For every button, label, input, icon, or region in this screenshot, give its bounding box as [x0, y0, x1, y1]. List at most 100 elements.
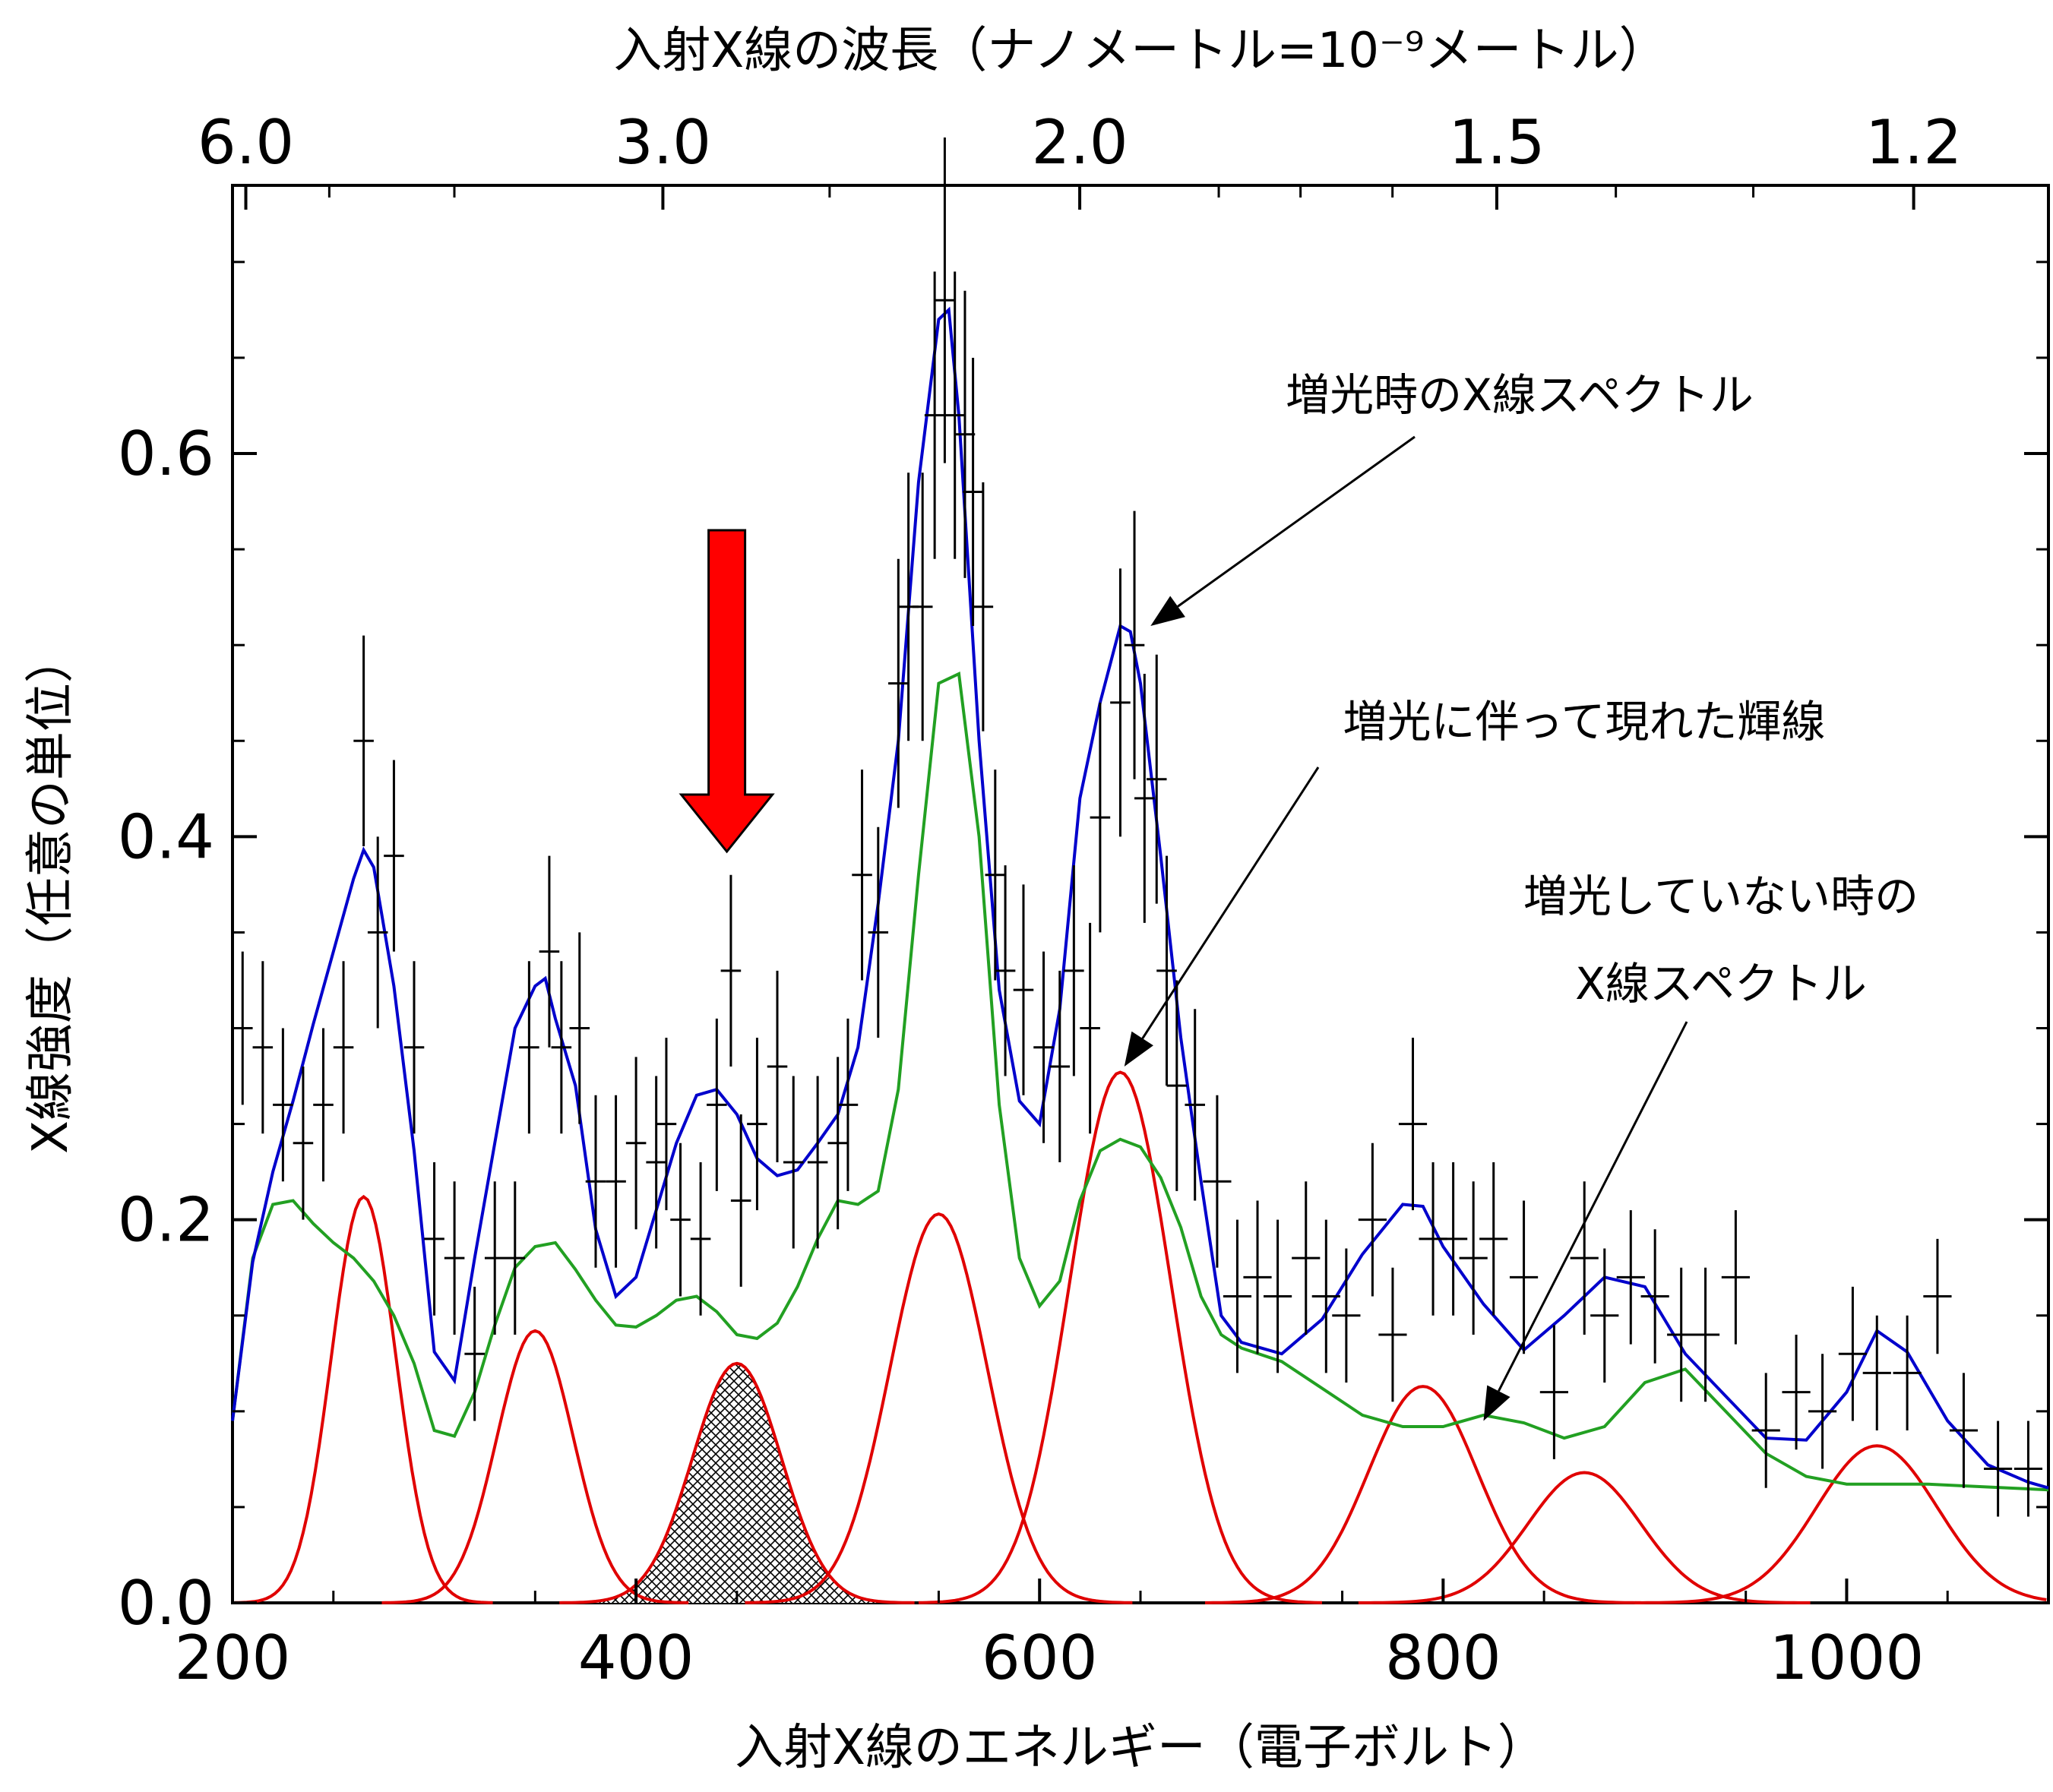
data-point	[670, 1143, 691, 1297]
data-point	[963, 357, 983, 626]
data-point	[1049, 970, 1071, 1163]
emission-line-7	[1634, 1444, 2047, 1604]
data-point	[1033, 951, 1054, 1143]
data-point	[1292, 1181, 1321, 1335]
data-point	[807, 1076, 828, 1249]
annotation-quiescent-spectrum-line2: X線スペクトル	[1575, 958, 1867, 1010]
data-point	[444, 1181, 465, 1335]
data-point	[1311, 1219, 1340, 1373]
data-point	[1949, 1373, 1979, 1488]
data-point	[1134, 674, 1155, 923]
data-point	[606, 1095, 626, 1268]
data-point	[1808, 1354, 1837, 1469]
data-point	[912, 472, 933, 741]
data-point	[1923, 1238, 1952, 1354]
annotation-leader-line	[1141, 766, 1320, 1039]
annotation-leader-line	[1498, 1021, 1688, 1392]
data-point	[1398, 1038, 1428, 1211]
y-tick-label: 0.0	[118, 1568, 214, 1639]
data-point	[973, 482, 994, 732]
data-point	[827, 1057, 848, 1230]
data-point	[313, 1028, 334, 1182]
data-point	[1539, 1325, 1568, 1459]
x-tick-label: 1000	[1770, 1623, 1925, 1693]
data-point	[1156, 855, 1177, 1086]
annotation-arrowhead-icon	[1124, 1031, 1153, 1067]
data-point	[1893, 1315, 1922, 1431]
y-tick-label: 0.6	[118, 419, 214, 489]
data-point	[353, 635, 374, 846]
data-point	[747, 1038, 767, 1211]
x-tick-label: 400	[578, 1623, 694, 1693]
data-point	[569, 932, 590, 1124]
data-point	[852, 770, 872, 981]
data-point	[1751, 1373, 1780, 1488]
data-point	[1439, 1162, 1468, 1316]
data-point	[924, 271, 945, 559]
data-point	[539, 855, 560, 1048]
data-point	[1640, 1229, 1669, 1364]
data-point	[505, 1181, 526, 1335]
data-point	[1838, 1286, 1867, 1421]
x-axis-title: 入射X線のエネルギー（電子ボルト）	[735, 1720, 1546, 1776]
data-point	[273, 1028, 293, 1182]
data-point	[1479, 1162, 1508, 1316]
top-tick-label: 1.2	[1865, 107, 1962, 178]
emission-line-3	[745, 1212, 1133, 1604]
series-line-flare	[231, 306, 2049, 1490]
data-point	[367, 836, 388, 1029]
y-axis-title: X線強度（任意の単位）	[23, 634, 79, 1154]
data-point	[1185, 1009, 1205, 1201]
data-point	[293, 1066, 314, 1220]
top-tick-label: 2.0	[1031, 107, 1128, 178]
data-point	[730, 1114, 751, 1287]
data-point	[707, 1018, 727, 1191]
top-tick-label: 1.5	[1448, 107, 1545, 178]
plot-layers	[231, 137, 2049, 1604]
data-point	[1166, 980, 1188, 1191]
data-point	[551, 961, 572, 1134]
emission-line-6	[1358, 1471, 1811, 1604]
axes-layer: 200 400 600 800 1000 0.0 0.2 0.4 0.6 6.0 3.0 2.0 1.5…	[118, 107, 2048, 1693]
emission-line-0	[234, 1194, 493, 1604]
data-point	[1691, 1267, 1720, 1402]
emission-line-1	[381, 1329, 689, 1604]
data-point	[424, 1162, 444, 1316]
data-point	[1203, 1095, 1232, 1268]
data-point	[837, 1018, 859, 1191]
data-point	[690, 1162, 711, 1316]
data-point	[995, 865, 1016, 1076]
data-point	[985, 770, 1006, 981]
data-point	[1667, 1267, 1696, 1402]
data-point	[1124, 510, 1145, 779]
data-point	[646, 1076, 666, 1249]
data-point	[1378, 1267, 1407, 1402]
y-tick-label: 0.4	[118, 801, 214, 872]
data-point	[384, 760, 404, 952]
data-point	[1570, 1181, 1599, 1335]
data-point	[1080, 922, 1100, 1134]
y-tick-label: 0.2	[118, 1185, 214, 1256]
data-point	[403, 961, 425, 1134]
top-axis-title: 入射X線の波長（ナノメートル=10⁻⁹メートル）	[613, 23, 1667, 79]
data-point	[1862, 1315, 1891, 1431]
data-point	[888, 558, 909, 808]
annotation-arrowhead-icon	[1150, 596, 1185, 626]
highlight-arrow-icon	[679, 529, 775, 854]
top-tick-label: 3.0	[615, 107, 711, 178]
annotation-new-emission-line: 増光に伴って現れた輝線	[1343, 696, 1825, 747]
data-point	[1013, 884, 1034, 1095]
data-point	[1263, 1219, 1292, 1373]
data-point	[1223, 1219, 1252, 1373]
data-point	[656, 1038, 677, 1211]
annotation-arrowhead-icon	[1483, 1385, 1510, 1421]
top-tick-label: 6.0	[198, 107, 294, 178]
annotation-quiescent-spectrum-line1: 増光していない時の	[1523, 871, 1919, 922]
data-point	[935, 137, 955, 463]
data-point	[1782, 1334, 1811, 1450]
data-point	[484, 1181, 505, 1335]
hatched-emission-line-area	[594, 1363, 879, 1603]
data-point	[1064, 865, 1084, 1076]
data-point	[1721, 1210, 1750, 1345]
